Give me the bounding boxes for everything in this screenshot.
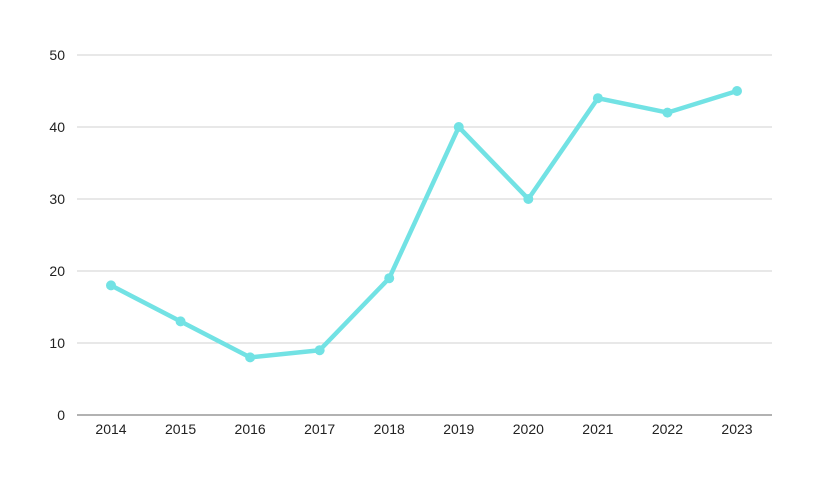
- data-point: [384, 273, 395, 284]
- x-tick-label: 2017: [304, 421, 335, 437]
- data-point: [314, 345, 325, 356]
- data-point: [106, 280, 116, 291]
- x-tick-label: 2015: [165, 421, 196, 437]
- y-tick-label: 10: [49, 335, 65, 351]
- y-tick-label: 20: [49, 263, 65, 279]
- x-axis: 2014 2015 2016 2017 2018 2019 2020 2021 2022 2023: [77, 414, 772, 437]
- x-tick-label: 2021: [582, 421, 613, 437]
- y-tick-label: 30: [49, 191, 65, 207]
- data-point: [453, 122, 464, 132]
- data-point: [245, 352, 256, 363]
- data-point: [662, 107, 673, 118]
- y-tick-label: 50: [49, 47, 65, 63]
- x-tick-label: 2014: [95, 421, 126, 437]
- x-tick-label: 2020: [513, 421, 544, 437]
- data-point: [592, 93, 603, 104]
- x-tick-label: 2023: [721, 421, 752, 437]
- x-tick-label: 2022: [652, 421, 683, 437]
- x-tick-label: 2019: [443, 421, 474, 437]
- data-point: [732, 86, 742, 96]
- y-tick-label: 0: [57, 407, 65, 423]
- x-tick-label: 2016: [235, 421, 266, 437]
- x-tick-label: 2018: [374, 421, 405, 437]
- y-axis: 0 10 20 30 40 50: [49, 47, 65, 423]
- y-tick-label: 40: [49, 119, 65, 135]
- data-point: [523, 194, 534, 204]
- series: [106, 86, 742, 363]
- data-point: [175, 316, 186, 327]
- series-line: [108, 88, 740, 360]
